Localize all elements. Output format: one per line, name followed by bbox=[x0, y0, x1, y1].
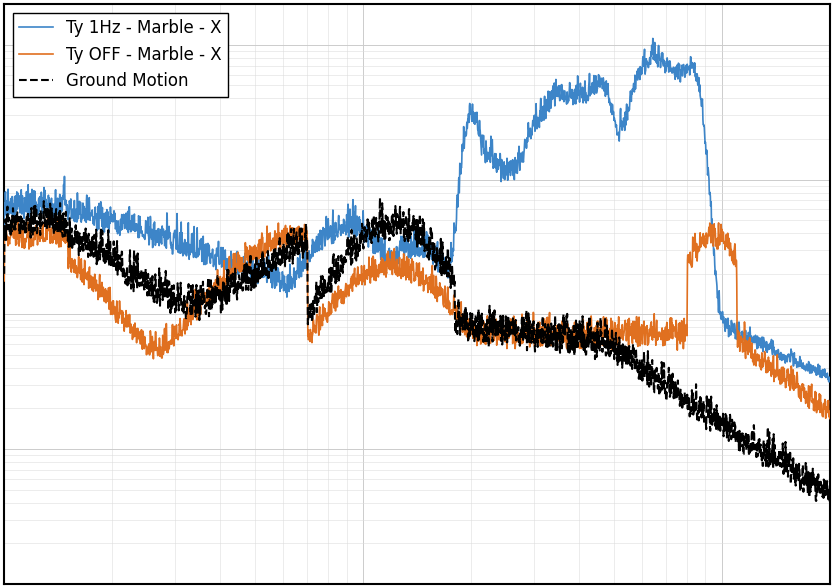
Line: Ty OFF - Marble - X: Ty OFF - Marble - X bbox=[4, 216, 830, 419]
Ty 1Hz - Marble - X bbox=[93, 211, 103, 218]
Ty 1Hz - Marble - X bbox=[648, 35, 658, 42]
Ground Motion bbox=[0, 270, 9, 278]
Line: Ty 1Hz - Marble - X: Ty 1Hz - Marble - X bbox=[4, 38, 830, 382]
Ty 1Hz - Marble - X bbox=[352, 216, 362, 223]
Ground Motion bbox=[93, 253, 103, 260]
Ty OFF - Marble - X bbox=[143, 347, 153, 354]
Ground Motion bbox=[375, 195, 385, 202]
Ty OFF - Marble - X bbox=[809, 403, 819, 410]
Legend: Ty 1Hz - Marble - X, Ty OFF - Marble - X, Ground Motion: Ty 1Hz - Marble - X, Ty OFF - Marble - X… bbox=[13, 12, 229, 96]
Ty OFF - Marble - X bbox=[8, 213, 18, 220]
Ty OFF - Marble - X bbox=[0, 278, 9, 285]
Ground Motion bbox=[352, 246, 362, 253]
Ty OFF - Marble - X bbox=[825, 415, 834, 422]
Ty OFF - Marble - X bbox=[316, 321, 326, 328]
Ty OFF - Marble - X bbox=[93, 290, 103, 297]
Ground Motion bbox=[720, 426, 730, 433]
Ground Motion bbox=[143, 292, 153, 299]
Ty 1Hz - Marble - X bbox=[824, 378, 834, 385]
Line: Ground Motion: Ground Motion bbox=[4, 198, 830, 501]
Ground Motion bbox=[825, 497, 834, 505]
Ty OFF - Marble - X bbox=[352, 281, 362, 288]
Ty 1Hz - Marble - X bbox=[825, 377, 834, 385]
Ty 1Hz - Marble - X bbox=[720, 325, 730, 332]
Ty 1Hz - Marble - X bbox=[0, 236, 9, 243]
Ty 1Hz - Marble - X bbox=[316, 228, 326, 235]
Ty 1Hz - Marble - X bbox=[809, 367, 819, 374]
Ground Motion bbox=[809, 473, 819, 480]
Ty 1Hz - Marble - X bbox=[143, 230, 153, 237]
Ground Motion bbox=[316, 273, 326, 280]
Ty OFF - Marble - X bbox=[720, 242, 730, 249]
